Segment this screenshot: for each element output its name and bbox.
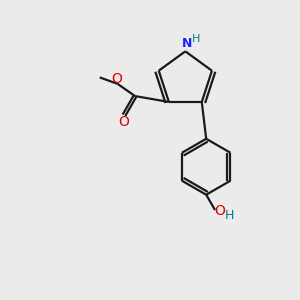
Text: O: O: [111, 73, 122, 86]
Text: N: N: [182, 37, 192, 50]
Text: O: O: [118, 115, 129, 129]
Text: H: H: [192, 34, 201, 44]
Text: O: O: [214, 205, 225, 218]
Text: H: H: [225, 209, 234, 222]
